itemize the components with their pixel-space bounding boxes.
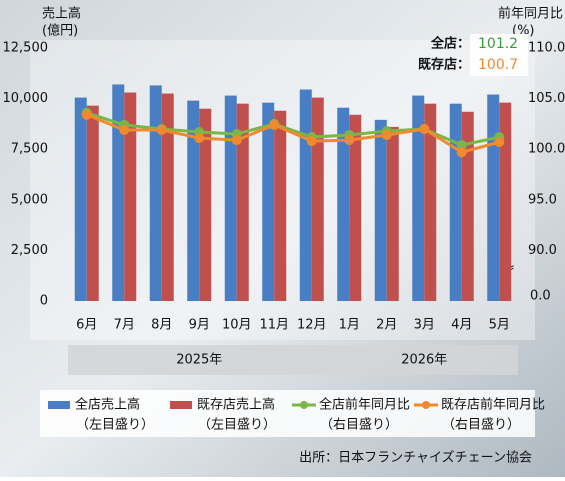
bar [161, 93, 174, 301]
y2-break-label: 0.0 [530, 289, 551, 304]
legend-note: （右目盛り） [442, 418, 520, 433]
x-tick-label: 10月 [222, 318, 252, 333]
bar [461, 111, 474, 301]
year-band [68, 345, 518, 375]
line-point [119, 124, 130, 135]
x-tick-label: 11月 [259, 318, 289, 333]
x-tick-label: 6月 [76, 318, 97, 333]
bar [262, 102, 275, 301]
latest-value: 100.7 [478, 57, 518, 73]
legend-note: （左目盛り） [198, 418, 276, 433]
y-tick-label: 0 [40, 294, 48, 309]
y2-tick-label: 95.0 [528, 192, 557, 207]
bar [236, 103, 249, 301]
bar [412, 95, 425, 302]
y-tick-label: 12,500 [3, 41, 49, 56]
legend-swatch [48, 401, 70, 409]
latest-box [470, 34, 528, 76]
line-point [156, 124, 167, 135]
bar [499, 102, 512, 301]
legend-swatch [170, 401, 192, 409]
x-tick-label: 7月 [114, 318, 135, 333]
y-title: 売上高 [42, 6, 81, 22]
x-tick-label: 8月 [151, 318, 172, 333]
legend-note: （右目盛り） [320, 418, 398, 433]
bar [386, 126, 399, 301]
bar [311, 97, 324, 301]
line-point [306, 136, 317, 147]
bar [112, 84, 125, 301]
line-point [494, 137, 505, 148]
line [86, 113, 500, 154]
x-tick-label: 1月 [339, 318, 360, 333]
line-point [231, 135, 242, 146]
y-title: (億円) [42, 23, 78, 39]
bar [487, 94, 500, 301]
line-point [381, 130, 392, 141]
latest-label: 既存店： [418, 57, 470, 73]
x-tick-label: 5月 [489, 318, 510, 333]
bar [124, 92, 137, 301]
y-tick-label: 5,000 [11, 192, 48, 207]
legend-note: （左目盛り） [76, 418, 154, 433]
y-tick-label: 7,500 [11, 142, 48, 157]
bar [349, 114, 362, 302]
bar [374, 119, 387, 302]
legend-label: 既存店売上高 [197, 397, 275, 413]
line-point [194, 133, 205, 144]
bar [187, 100, 200, 302]
legend-box [40, 390, 535, 437]
y-tick-label: 10,000 [3, 91, 49, 106]
y2-tick-label: 105.0 [528, 91, 565, 106]
bar [86, 105, 99, 302]
x-tick-label: 12月 [297, 318, 327, 333]
bar [199, 108, 212, 301]
bar [337, 107, 350, 301]
line-point [456, 140, 467, 151]
year-label: 2025年 [176, 353, 222, 368]
x-tick-label: 3月 [414, 318, 435, 333]
y2-tick-label: 100.0 [528, 142, 565, 157]
legend-label: 全店前年同月比 [319, 397, 410, 413]
legend-swatch [300, 401, 308, 409]
legend-label: 全店売上高 [75, 397, 140, 413]
y-tick-label: 2,500 [11, 243, 48, 258]
latest-label: 全店： [430, 36, 470, 52]
line-point [269, 119, 280, 130]
bar [299, 89, 312, 301]
bar [274, 110, 287, 301]
x-tick-label: 2月 [376, 318, 397, 333]
line-point [456, 147, 467, 158]
y2-tick-label: 90.0 [528, 243, 557, 258]
bar [149, 85, 162, 301]
year-label: 2026年 [401, 353, 447, 368]
y2-title: 前年同月比 [498, 6, 563, 22]
legend-label: 既存店前年同月比 [441, 397, 545, 413]
line-point [419, 123, 430, 134]
legend-swatch [422, 401, 430, 409]
line-point [81, 109, 92, 120]
line-point [344, 135, 355, 146]
source: 出所：日本フランチャイズチェーン協会 [299, 450, 532, 466]
bar [224, 95, 237, 302]
y2-tick-label: 110.0 [528, 41, 565, 56]
bar [449, 103, 462, 301]
x-tick-label: 9月 [189, 318, 210, 333]
x-tick-label: 4月 [451, 318, 472, 333]
bar [74, 97, 87, 301]
bar [424, 103, 437, 301]
latest-value: 101.2 [478, 36, 518, 52]
